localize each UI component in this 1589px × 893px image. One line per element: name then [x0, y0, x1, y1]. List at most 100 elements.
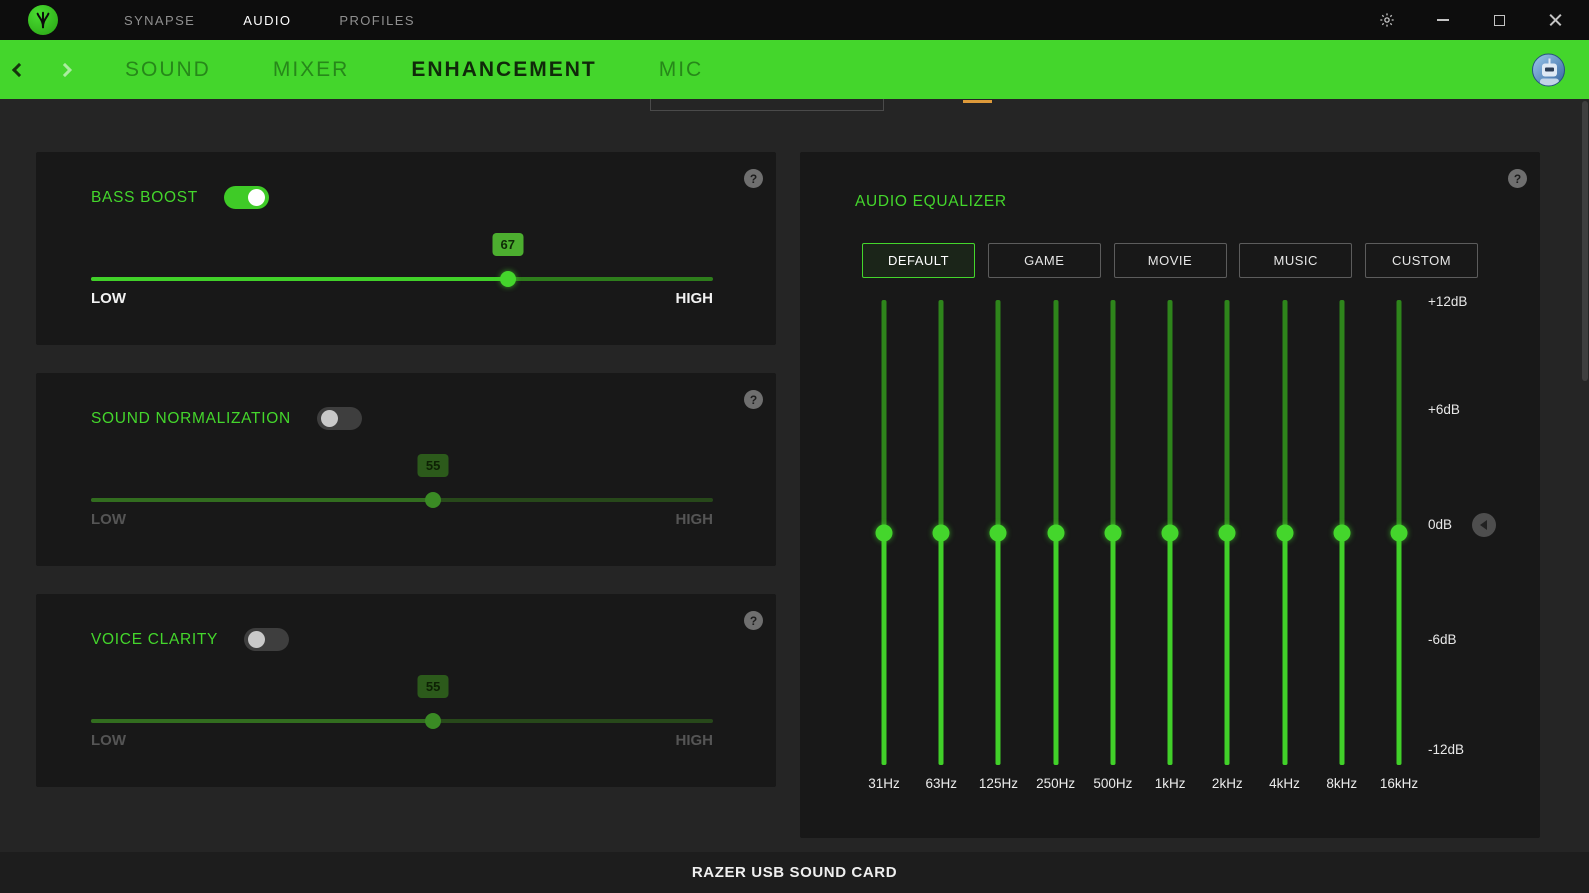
eq-band-1khz: 1kHz	[1155, 300, 1185, 791]
eq-band-8khz: 8kHz	[1326, 300, 1357, 791]
slider-range-labels: LOW HIGH	[91, 511, 713, 528]
cutoff-orange-indicator	[963, 100, 992, 103]
voice-clarity-title: VOICE CLARITY	[91, 630, 219, 648]
eq-band-125hz: 125Hz	[979, 300, 1018, 791]
cutoff-dropdown-edge	[650, 99, 884, 111]
eq-band-thumb[interactable]	[932, 524, 950, 541]
slider-value-badge: 55	[417, 675, 449, 698]
db-scale-plus12: +12dB	[1428, 294, 1468, 309]
audio-subtabs: SOUND MIXER ENHANCEMENT MIC	[125, 58, 703, 82]
eq-band-freq-label: 31Hz	[868, 776, 900, 791]
audio-equalizer-card: ? AUDIO EQUALIZER DEFAULT GAME MOVIE MUS…	[800, 152, 1540, 838]
back-chevron-icon[interactable]	[11, 62, 27, 77]
tab-sound[interactable]: SOUND	[125, 57, 211, 81]
help-icon[interactable]: ?	[744, 611, 763, 630]
toggle-knob	[320, 410, 338, 427]
bass-boost-card: ? BASS BOOST 67 LOW HIGH	[36, 152, 776, 345]
eq-band-freq-label: 8kHz	[1326, 776, 1358, 791]
eq-band-thumb[interactable]	[1218, 524, 1236, 541]
user-avatar[interactable]	[1532, 53, 1565, 86]
eq-band-thumb[interactable]	[1161, 524, 1179, 541]
eq-band-thumb[interactable]	[989, 524, 1007, 541]
app-menu: SYNAPSE AUDIO PROFILES	[124, 13, 415, 28]
eq-band-thumb[interactable]	[1047, 524, 1065, 541]
menu-item-synapse[interactable]: SYNAPSE	[124, 12, 196, 28]
bass-boost-slider: 67 LOW HIGH	[91, 152, 713, 345]
slider-thumb[interactable]	[425, 713, 442, 729]
preset-default-button[interactable]: DEFAULT	[862, 243, 975, 278]
sound-normalization-toggle[interactable]	[316, 407, 362, 430]
card-header: BASS BOOST	[91, 186, 269, 209]
menu-item-audio[interactable]: AUDIO	[243, 12, 292, 28]
maximize-icon[interactable]	[1471, 0, 1527, 40]
eq-bands: 31Hz 63Hz 125Hz 250Hz 500Hz	[868, 300, 1418, 791]
tab-mixer[interactable]: MIXER	[272, 57, 350, 81]
menu-item-profiles[interactable]: PROFILES	[339, 12, 415, 28]
slider-fill	[91, 277, 508, 281]
db-scale-minus12: -12dB	[1428, 742, 1465, 757]
eq-band-freq-label: 2kHz	[1211, 776, 1243, 791]
eq-reset-button[interactable]	[1472, 513, 1496, 537]
toggle-knob	[248, 631, 266, 648]
eq-band-thumb[interactable]	[1276, 524, 1294, 541]
voice-clarity-toggle[interactable]	[244, 628, 290, 651]
tab-enhancement[interactable]: ENHANCEMENT	[411, 57, 597, 81]
equalizer-title: AUDIO EQUALIZER	[855, 193, 1007, 210]
close-icon[interactable]	[1527, 0, 1583, 40]
window-controls	[1359, 0, 1583, 40]
eq-band-thumb[interactable]	[1333, 524, 1351, 541]
low-label: LOW	[91, 290, 126, 307]
eq-band-2khz: 2kHz	[1212, 300, 1243, 791]
help-icon[interactable]: ?	[744, 169, 763, 188]
eq-band-freq-label: 16kHz	[1379, 776, 1419, 791]
razer-logo[interactable]	[28, 5, 58, 35]
slider-fill	[91, 498, 434, 502]
help-icon[interactable]: ?	[1508, 169, 1527, 188]
high-label: HIGH	[675, 290, 714, 307]
bass-boost-title: BASS BOOST	[91, 188, 198, 206]
preset-game-button[interactable]: GAME	[987, 243, 1101, 278]
low-label: LOW	[91, 732, 126, 749]
slider-thumb[interactable]	[499, 271, 516, 287]
help-icon[interactable]: ?	[744, 390, 763, 409]
slider-track[interactable]	[91, 498, 713, 502]
settings-gear-icon[interactable]	[1359, 0, 1415, 40]
preset-movie-button[interactable]: MOVIE	[1113, 243, 1227, 278]
card-header: SOUND NORMALIZATION	[91, 407, 362, 430]
slider-value-badge: 55	[417, 454, 449, 477]
slider-thumb[interactable]	[425, 492, 442, 508]
db-scale-plus6: +6dB	[1428, 402, 1460, 417]
db-scale-minus6: -6dB	[1428, 632, 1457, 647]
titlebar: SYNAPSE AUDIO PROFILES	[0, 0, 1589, 40]
sound-normalization-slider: 55 LOW HIGH	[91, 373, 713, 566]
preset-music-button[interactable]: MUSIC	[1239, 243, 1353, 278]
preset-custom-button[interactable]: CUSTOM	[1365, 243, 1478, 278]
eq-band-freq-label: 125Hz	[978, 776, 1018, 791]
forward-chevron-icon[interactable]	[57, 62, 73, 77]
nav-arrows	[11, 40, 73, 99]
eq-band-4khz: 4kHz	[1269, 300, 1300, 791]
eq-band-freq-label: 500Hz	[1093, 776, 1133, 791]
high-label: HIGH	[675, 511, 714, 528]
eq-preset-buttons: DEFAULT GAME MOVIE MUSIC CUSTOM	[862, 243, 1478, 278]
eq-band-freq-label: 250Hz	[1036, 776, 1076, 791]
eq-band-250hz: 250Hz	[1036, 300, 1075, 791]
eq-band-thumb[interactable]	[1104, 524, 1122, 541]
bass-boost-toggle[interactable]	[223, 186, 269, 209]
sound-normalization-card: ? SOUND NORMALIZATION 55 LOW HIGH	[36, 373, 776, 566]
tab-mic[interactable]: MIC	[658, 57, 704, 81]
voice-clarity-card: ? VOICE CLARITY 55 LOW HIGH	[36, 594, 776, 787]
scrollbar-thumb[interactable]	[1581, 101, 1588, 381]
toggle-knob	[247, 189, 265, 206]
minimize-icon[interactable]	[1415, 0, 1471, 40]
slider-track[interactable]	[91, 277, 713, 281]
slider-track[interactable]	[91, 719, 713, 723]
eq-band-500hz: 500Hz	[1093, 300, 1132, 791]
device-name: RAZER USB SOUND CARD	[691, 864, 898, 881]
voice-clarity-slider: 55 LOW HIGH	[91, 594, 713, 787]
device-footer: RAZER USB SOUND CARD	[0, 852, 1589, 893]
left-triangle-icon	[1479, 520, 1487, 530]
eq-band-thumb[interactable]	[875, 524, 893, 541]
eq-band-thumb[interactable]	[1390, 524, 1408, 541]
